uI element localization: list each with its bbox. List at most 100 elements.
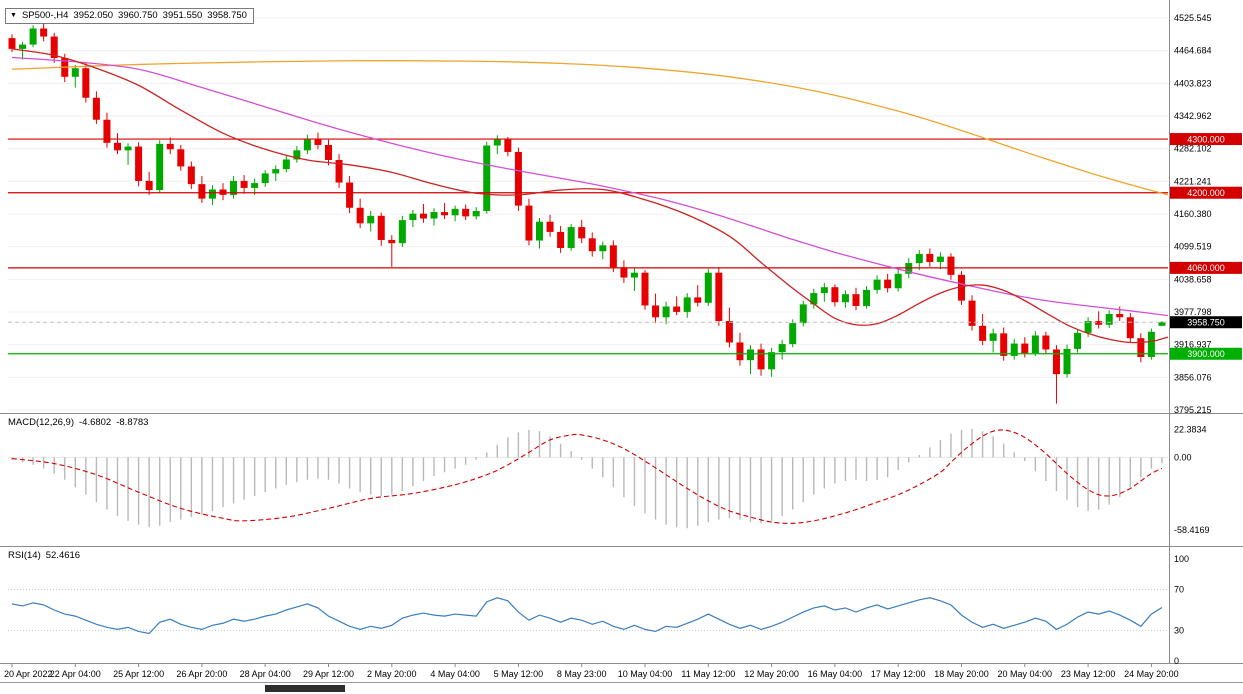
candle-body (230, 180, 238, 195)
macd-signal-value: -8.8783 (116, 417, 149, 428)
candle-body (251, 183, 259, 188)
candle-body (293, 150, 301, 160)
candle-body (609, 245, 617, 268)
candle-body (1042, 335, 1050, 350)
axis-tick-label: 4099.519 (1174, 242, 1212, 252)
candle-body (1000, 333, 1008, 356)
candle-body (1095, 321, 1103, 325)
candle-body (462, 208, 470, 217)
date-label: 2 May 20:00 (367, 669, 417, 679)
candle-body (557, 231, 565, 249)
candle-body (1074, 332, 1082, 349)
svg-text:4060.000: 4060.000 (1187, 263, 1225, 273)
date-label: 25 Apr 12:00 (113, 669, 164, 679)
scrollbar-thumb[interactable] (265, 685, 345, 692)
date-label: 17 May 12:00 (871, 669, 926, 679)
candle-body (588, 238, 596, 252)
candle-body (261, 173, 269, 184)
candle-body (124, 146, 132, 151)
candle-body (1126, 317, 1134, 339)
candle-body (272, 169, 280, 174)
candle-body (1116, 314, 1124, 318)
candle-body (620, 267, 628, 278)
ma-fast-red (11, 48, 1169, 344)
candle-body (441, 212, 449, 216)
date-label: 20 Apr 2022 (4, 669, 53, 679)
candle-body (768, 352, 776, 370)
axis-tick-label: 3856.076 (1174, 372, 1212, 382)
axis-tick-label: 4282.102 (1174, 144, 1212, 154)
candle-body (388, 239, 396, 244)
date-label: 18 May 20:00 (934, 669, 989, 679)
candle-body (346, 182, 354, 208)
candle-body (704, 272, 712, 303)
macd-pane (8, 428, 1168, 529)
candle-body (947, 256, 955, 275)
candle-body (103, 119, 111, 143)
candle-body (926, 253, 934, 262)
candle-body (356, 207, 364, 224)
candle-body (504, 139, 512, 152)
candle-body (652, 305, 660, 318)
candle-body (335, 159, 343, 183)
symbol-timeframe-label: SP500-,H4 (21, 10, 69, 21)
date-label: 12 May 20:00 (744, 669, 799, 679)
candle-body (145, 180, 153, 191)
low-value: 3951.550 (162, 10, 203, 21)
candle-body (472, 210, 480, 217)
candle-body (29, 28, 37, 45)
candle-body (398, 220, 406, 244)
svg-text:3958.750: 3958.750 (1187, 317, 1225, 327)
candle-body (451, 208, 459, 216)
candle-body (810, 293, 818, 305)
candle-body (873, 279, 881, 290)
candle-body (630, 272, 638, 278)
candle-body (599, 245, 607, 252)
price-tag: 4200.000 (1170, 186, 1242, 199)
candle-body (177, 149, 185, 167)
candle-body (799, 304, 807, 324)
chart-dropdown-icon[interactable]: ▼ (10, 12, 17, 19)
rsi-pane (8, 589, 1168, 635)
date-label: 28 Apr 04:00 (240, 669, 291, 679)
candle-body (156, 143, 164, 191)
svg-text:3900.000: 3900.000 (1187, 349, 1225, 359)
candle-body (757, 349, 765, 370)
candle-body (92, 97, 100, 120)
candle-body (166, 143, 174, 150)
candle-body (409, 213, 417, 221)
candle-body (536, 221, 543, 241)
horizontal-scrollbar[interactable] (0, 682, 1243, 694)
candle-body (1137, 338, 1145, 357)
candle-body (419, 213, 427, 219)
candle-body (483, 145, 491, 211)
date-label: 16 May 04:00 (808, 669, 863, 679)
svg-text:4200.000: 4200.000 (1187, 188, 1225, 198)
candle-body (789, 323, 797, 345)
candle-body (841, 294, 849, 303)
candle-body (325, 144, 332, 160)
candle-body (683, 297, 691, 312)
axis-tick-label: 70 (1174, 585, 1184, 595)
rsi-indicator-label: RSI(14) 52.4616 (8, 550, 80, 561)
axis-tick-label: -58.4169 (1174, 525, 1210, 535)
axis-tick-label: 100 (1174, 554, 1189, 564)
date-label: 20 May 04:00 (998, 669, 1053, 679)
axis-tick-label: 4464.684 (1174, 46, 1212, 56)
symbol-info-box[interactable]: ▼ SP500-,H4 3952.050 3960.750 3951.550 3… (5, 8, 254, 24)
axis-tick-label: 22.3834 (1174, 424, 1207, 434)
rsi-name: RSI(14) (8, 550, 41, 561)
candle-body (493, 139, 501, 146)
axis-tick-label: 3795.215 (1174, 405, 1212, 415)
candle-body (1147, 331, 1155, 357)
macd-name: MACD(12,26,9) (8, 417, 74, 428)
candle-body (747, 349, 754, 361)
candle-body (725, 321, 733, 343)
candle-body (240, 180, 248, 188)
candle-body (884, 279, 892, 289)
date-label: 8 May 23:00 (557, 669, 607, 679)
candle-body (282, 159, 290, 170)
candle-body (19, 44, 27, 49)
